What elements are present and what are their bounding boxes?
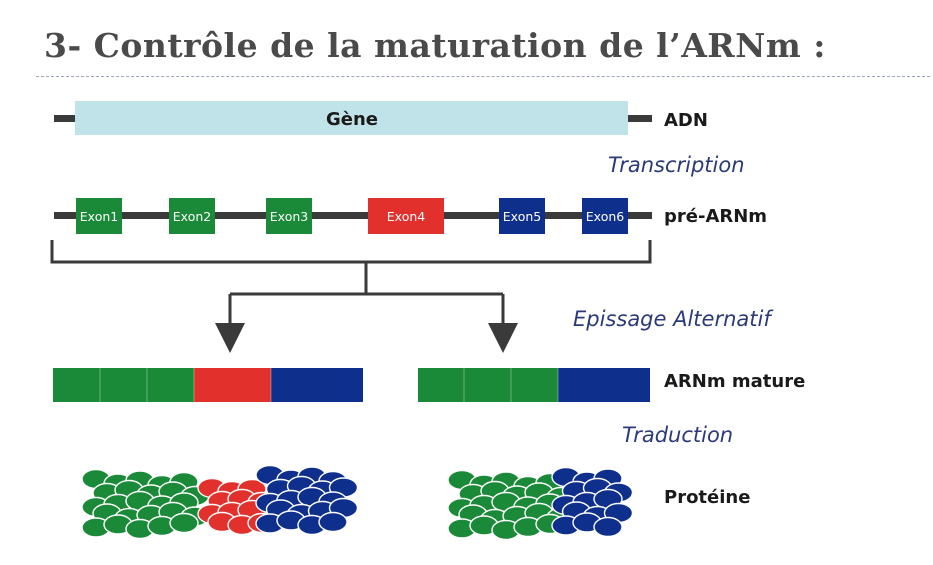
- mrna-segment-green: [53, 368, 100, 402]
- pre-mrna-label: pré-ARNm: [664, 206, 767, 227]
- exon-label: Exon2: [173, 209, 211, 224]
- mrna-segment-green: [418, 368, 464, 402]
- mature-mrna-variant-1: [53, 368, 363, 402]
- protein-variant-1: [81, 464, 359, 540]
- exon-box: [76, 198, 122, 234]
- mrna-segment-red: [194, 368, 271, 402]
- exon-label: Exon4: [387, 209, 425, 224]
- pre-mrna-strand: [54, 212, 652, 219]
- exon-box: [499, 198, 545, 234]
- pre-mrna-row: Exon1 Exon2 Exon3 Exon4 Exon5 Exon6 pré-ARNm: [54, 198, 767, 234]
- mrna-segment-green: [100, 368, 147, 402]
- protein-variant-2: [447, 466, 634, 541]
- gene-box: [75, 101, 628, 135]
- exon-5: Exon5: [499, 198, 545, 234]
- amino-acid-blue: [318, 511, 348, 533]
- splicing-bracket: [50, 240, 652, 353]
- exon-label: Exon6: [586, 209, 624, 224]
- exon-label: Exon5: [503, 209, 541, 224]
- exon-box: [368, 198, 444, 234]
- mature-mrna-label: ARNm mature: [664, 371, 805, 392]
- exon-3: Exon3: [266, 198, 312, 234]
- gene-label: Gène: [326, 109, 378, 130]
- bracket-line: [50, 240, 652, 264]
- exon-2: Exon2: [169, 198, 215, 234]
- exon-box: [266, 198, 312, 234]
- exon-label: Exon1: [80, 209, 118, 224]
- exon-4: Exon4: [368, 198, 444, 234]
- exon-label: Exon3: [270, 209, 308, 224]
- mrna-segment-green: [511, 368, 558, 402]
- transcription-label: Transcription: [608, 153, 745, 177]
- protein-label: Protéine: [664, 487, 750, 508]
- amino-acid-green: [169, 512, 199, 534]
- dna-row: Gène ADN: [54, 101, 708, 135]
- mrna-segment-blue: [271, 368, 363, 402]
- exon-1: Exon1: [76, 198, 122, 234]
- splicing-label: Epissage Alternatif: [573, 307, 774, 331]
- mature-mrna-variant-2: [418, 368, 650, 402]
- exon-6: Exon6: [582, 198, 628, 234]
- dna-label: ADN: [664, 110, 708, 131]
- exon-box: [582, 198, 628, 234]
- mrna-segment-blue: [558, 368, 650, 402]
- slide-title: 3- Contrôle de la maturation de l’ARNm :: [44, 26, 826, 65]
- exon-box: [169, 198, 215, 234]
- mrna-segment-green: [147, 368, 194, 402]
- mrna-segment-green: [464, 368, 511, 402]
- exon-group: Exon1 Exon2 Exon3 Exon4 Exon5 Exon6: [76, 198, 628, 234]
- translation-label: Traduction: [622, 423, 733, 447]
- amino-acid-blue: [593, 516, 623, 538]
- mature-mrna-row: [53, 368, 650, 402]
- title-divider: [36, 76, 930, 77]
